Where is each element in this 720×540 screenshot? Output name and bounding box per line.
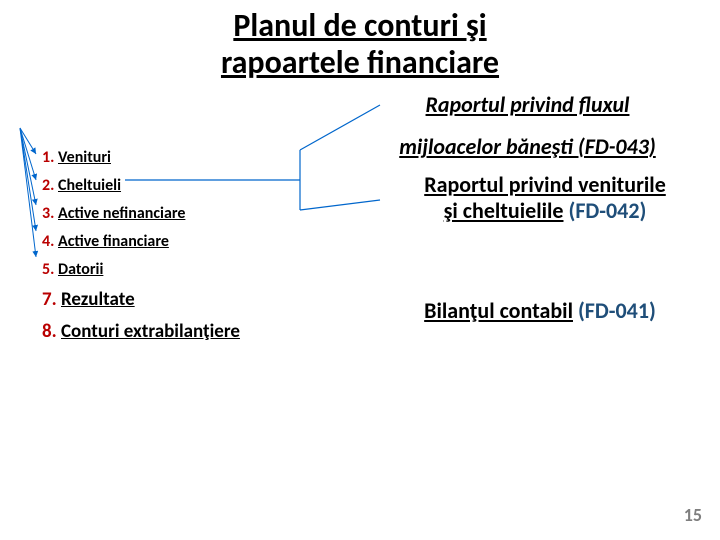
account-label: Active financiare: [58, 232, 169, 251]
account-number: 4.: [42, 232, 58, 251]
account-label: Datorii: [58, 260, 103, 279]
report-flux-line1: Raportul privind fluxul: [355, 92, 700, 118]
page-number: 15: [684, 504, 702, 526]
accounts-list: 1. Venituri2. Cheltuieli3. Active nefina…: [42, 148, 322, 352]
account-item: 1. Venituri: [42, 148, 322, 168]
account-label: Active nefinanciare: [58, 204, 185, 223]
title-line1: Planul de conturi şi: [233, 6, 486, 45]
account-label: Venituri: [58, 148, 111, 167]
account-item: 3. Active nefinanciare: [42, 204, 322, 224]
account-number: 2.: [42, 176, 58, 195]
account-number: 8.: [42, 320, 61, 343]
report-ven-line2: şi cheltuielile (FD-042): [390, 198, 700, 224]
account-item: 2. Cheltuieli: [42, 176, 322, 196]
account-item: 4. Active financiare: [42, 232, 322, 252]
report-bilant-line: Bilanţul contabil (FD-041): [380, 298, 700, 324]
slide-title: Planul de conturi şi rapoartele financia…: [0, 0, 720, 82]
account-label: Cheltuieli: [58, 176, 121, 195]
report-ven-line1: Raportul privind veniturile: [390, 172, 700, 198]
account-number: 1.: [42, 148, 58, 167]
report-venituri: Raportul privind veniturile şi cheltuiel…: [390, 172, 700, 225]
account-item: 8. Conturi extrabilanţiere: [42, 320, 322, 344]
account-number: 7.: [42, 288, 61, 311]
account-label: Conturi extrabilanţiere: [61, 320, 240, 343]
account-number: 5.: [42, 260, 58, 279]
account-item: 7. Rezultate: [42, 288, 322, 312]
report-flux-line2: mijloacelor băneşti (FD-043): [355, 134, 700, 160]
account-number: 3.: [42, 204, 58, 223]
report-bilant: Bilanţul contabil (FD-041): [380, 298, 700, 324]
account-label: Rezultate: [61, 288, 135, 311]
title-line2: rapoartele financiare: [221, 43, 499, 82]
report-flux: Raportul privind fluxul mijloacelor băne…: [355, 92, 700, 161]
account-item: 5. Datorii: [42, 260, 322, 280]
